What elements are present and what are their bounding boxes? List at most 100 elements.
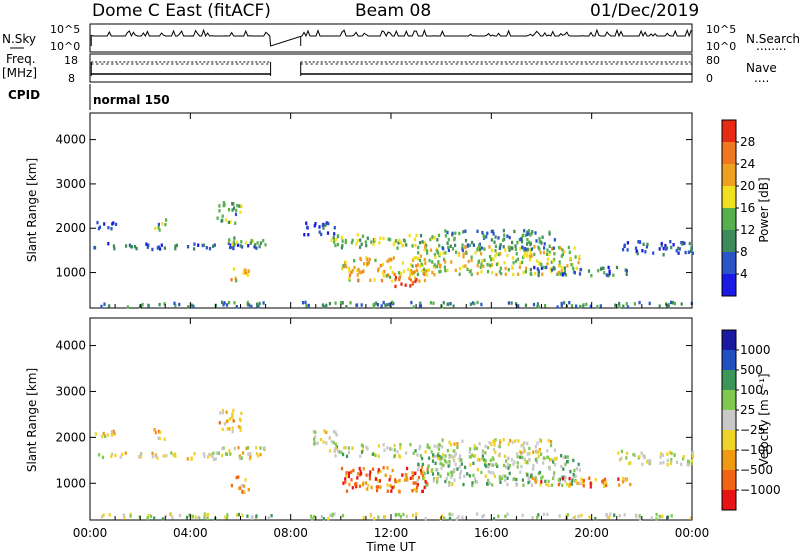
nave-dots: .... <box>754 71 769 85</box>
range-cell <box>411 244 414 248</box>
range-cell <box>624 268 627 272</box>
range-cell <box>556 305 559 309</box>
range-cell <box>428 268 431 272</box>
range-cell <box>666 515 670 519</box>
range-cell <box>122 513 125 517</box>
range-cell <box>431 468 434 472</box>
range-cell <box>519 470 522 474</box>
range-cell <box>550 260 553 264</box>
range-cell <box>342 481 345 485</box>
range-cell <box>476 271 479 276</box>
range-cell <box>460 469 463 474</box>
range-cell <box>566 455 569 459</box>
colorbar-frame <box>721 329 737 511</box>
range-cell <box>470 258 473 262</box>
range-cell <box>106 433 109 437</box>
range-cell <box>526 441 529 446</box>
time-tick-label: 00:00 <box>73 526 108 540</box>
range-cell <box>546 512 549 517</box>
range-cell <box>594 477 597 482</box>
range-cell <box>259 241 262 245</box>
range-cell <box>421 263 424 267</box>
range-cell <box>488 263 491 267</box>
range-cell <box>535 478 538 482</box>
range-cell <box>670 458 673 462</box>
range-cell <box>448 481 451 485</box>
range-cell <box>506 234 509 238</box>
range-cell <box>429 237 432 242</box>
range-cell <box>227 220 230 225</box>
range-cell <box>392 485 395 489</box>
range-cell <box>505 459 508 463</box>
range-cell <box>320 514 323 519</box>
range-cell <box>691 251 694 255</box>
range-cell <box>318 230 321 234</box>
range-cell <box>626 248 629 252</box>
range-cell <box>360 450 364 454</box>
range-cell <box>436 264 439 269</box>
range-cell <box>208 452 211 457</box>
range-cell <box>540 266 543 270</box>
range-cell <box>388 275 391 279</box>
range-cell <box>448 483 451 487</box>
range-cell <box>440 514 443 518</box>
range-cell <box>515 252 518 256</box>
range-cell <box>374 453 377 458</box>
colorbar-tick-label: 500 <box>740 363 763 377</box>
range-cell <box>409 284 412 288</box>
range-cell <box>548 252 551 257</box>
range-cell <box>455 250 458 254</box>
range-cell <box>160 243 163 247</box>
range-cell <box>543 246 546 250</box>
range-cell <box>612 273 615 277</box>
range-cell <box>459 472 462 476</box>
range-cell <box>421 489 424 493</box>
range-cell <box>221 214 224 218</box>
range-cell <box>224 515 227 519</box>
range-cell <box>639 517 642 521</box>
range-cell <box>519 246 522 251</box>
range-cell <box>140 304 143 308</box>
range-cell <box>239 244 242 248</box>
range-cell <box>341 301 344 305</box>
range-cell <box>398 455 402 459</box>
range-cell <box>422 470 425 474</box>
range-cell <box>414 471 417 475</box>
range-cell <box>413 487 416 492</box>
range-cell <box>393 448 396 452</box>
range-cell <box>670 451 673 456</box>
range-cell <box>431 270 434 275</box>
time-axis: 00:00 04:00 08:00 12:00 16:00 20:00 00:00 <box>73 113 709 540</box>
velocity-panel: 1000 2000 3000 4000 Slant Range [km] <box>25 317 695 521</box>
range-cell <box>431 235 434 239</box>
range-cell <box>344 480 347 484</box>
range-cell <box>436 238 439 242</box>
range-cell <box>225 410 228 414</box>
range-cell <box>573 246 576 250</box>
range-cell <box>511 246 514 250</box>
range-cell <box>450 470 453 475</box>
range-cell <box>229 243 232 247</box>
range-cell <box>417 462 420 466</box>
range-cell <box>489 255 492 259</box>
range-cell <box>511 256 515 260</box>
range-cell <box>605 512 608 517</box>
range-cell <box>114 453 117 458</box>
range-cell <box>579 481 582 486</box>
range-cell <box>473 446 476 451</box>
range-cell <box>499 439 502 443</box>
range-cell <box>470 255 473 259</box>
range-cell <box>418 446 421 451</box>
range-cell <box>395 239 398 243</box>
range-cell <box>378 241 381 245</box>
range-cell <box>405 243 408 247</box>
range-cell <box>419 264 422 268</box>
range-cell <box>439 263 442 267</box>
range-cell <box>409 476 412 480</box>
range-cell <box>322 226 325 230</box>
range-cell <box>516 455 519 459</box>
range-cell <box>527 476 530 480</box>
range-cell <box>330 439 333 444</box>
freq-strip: 18 8 80 0 <box>64 53 720 85</box>
range-cell <box>431 260 434 264</box>
